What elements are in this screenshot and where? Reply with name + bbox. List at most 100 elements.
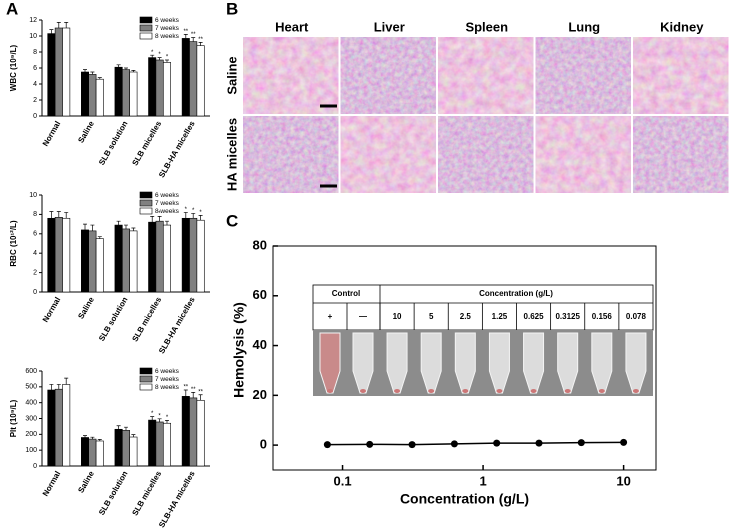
panel-label: A bbox=[6, 0, 18, 18]
error-bar bbox=[198, 215, 203, 221]
tube-tip bbox=[462, 389, 469, 393]
error-bar bbox=[124, 426, 128, 431]
y-tick-label: 20 bbox=[253, 387, 267, 402]
bar bbox=[114, 224, 123, 293]
bar bbox=[54, 217, 63, 293]
error-bar bbox=[164, 420, 169, 424]
bar bbox=[88, 230, 97, 293]
error-bar bbox=[90, 436, 95, 440]
bar bbox=[62, 384, 71, 467]
error-bar bbox=[116, 64, 121, 68]
y-tick-label: 2 bbox=[33, 269, 37, 276]
tube-tip bbox=[327, 389, 333, 393]
x-axis-label: Concentration (g/L) bbox=[400, 491, 529, 507]
error-bar bbox=[183, 389, 188, 397]
tube-tip bbox=[394, 389, 401, 393]
point bbox=[408, 441, 416, 449]
y-tick-label: 6 bbox=[33, 65, 37, 72]
tube bbox=[591, 332, 613, 394]
legend-swatch bbox=[139, 207, 153, 215]
bar bbox=[114, 66, 123, 117]
bar bbox=[129, 230, 138, 293]
y-tick-label: 0 bbox=[260, 437, 267, 452]
legend-swatch bbox=[139, 24, 153, 32]
error-bar bbox=[191, 37, 196, 42]
x-tick-label: SLB solution bbox=[97, 295, 130, 342]
table-header: Concentration (g/L) bbox=[479, 289, 553, 298]
histology-image bbox=[340, 116, 436, 193]
histology-image bbox=[535, 116, 631, 193]
error-bar bbox=[56, 211, 61, 218]
legend-label: 8 weeks bbox=[155, 384, 180, 391]
significance: * bbox=[166, 415, 169, 421]
table-cell: 10 bbox=[393, 312, 402, 321]
legend-swatch bbox=[139, 16, 153, 24]
y-tick-label: 12 bbox=[29, 17, 37, 24]
legend-label: 7 weeks bbox=[155, 25, 180, 32]
y-tick-label: 10 bbox=[29, 33, 37, 40]
table-cell: 0.078 bbox=[626, 312, 647, 321]
bar bbox=[88, 438, 97, 467]
error-bar bbox=[97, 439, 102, 441]
bar bbox=[181, 38, 190, 117]
error-bar bbox=[131, 227, 136, 231]
significance: * bbox=[199, 210, 202, 216]
bar bbox=[196, 399, 205, 467]
y-tick-label: 0 bbox=[33, 289, 37, 296]
histology-image bbox=[633, 37, 729, 114]
x-tick-label: SLB micelles bbox=[130, 469, 163, 517]
y-tick-label: 2 bbox=[33, 97, 37, 104]
error-bar bbox=[83, 69, 88, 72]
bar bbox=[162, 422, 171, 467]
y-tick-label: 500 bbox=[25, 384, 37, 391]
y-tick-label: 6 bbox=[33, 231, 37, 238]
y-tick-label: 600 bbox=[25, 368, 37, 375]
bar bbox=[54, 388, 63, 467]
inset-table bbox=[312, 284, 654, 331]
error-bar bbox=[131, 434, 136, 438]
histology-image bbox=[438, 116, 534, 193]
significance: ** bbox=[191, 387, 196, 393]
bar bbox=[54, 27, 63, 117]
legend-label: 6 weeks bbox=[155, 192, 180, 199]
error-bar bbox=[191, 392, 196, 398]
tube bbox=[420, 332, 442, 394]
column-label: Kidney bbox=[660, 19, 704, 34]
point bbox=[450, 440, 458, 448]
bar bbox=[155, 59, 164, 117]
x-tick-label: SLB micelles bbox=[130, 295, 163, 343]
bar bbox=[129, 71, 138, 117]
error-bar bbox=[150, 54, 155, 58]
legend-swatch bbox=[139, 32, 153, 40]
bar bbox=[155, 421, 164, 467]
histology-image bbox=[438, 37, 534, 114]
point bbox=[366, 440, 374, 448]
significance: * bbox=[151, 50, 154, 56]
bar bbox=[47, 33, 56, 117]
y-tick-label: 200 bbox=[25, 431, 37, 438]
error-bar bbox=[56, 22, 61, 28]
bar bbox=[148, 221, 157, 293]
y-tick-label: 10 bbox=[29, 192, 37, 199]
bar bbox=[95, 78, 104, 117]
error-bar bbox=[83, 435, 88, 438]
row-label: Saline bbox=[224, 56, 239, 94]
tube-tip bbox=[632, 389, 639, 393]
error-bar bbox=[56, 384, 61, 390]
x-tick-label: 1 bbox=[479, 473, 486, 488]
line bbox=[327, 441, 624, 446]
x-tick-label: Saline bbox=[76, 469, 96, 494]
legend-label: 6 weeks bbox=[155, 17, 180, 24]
bar bbox=[62, 217, 71, 293]
legend-label: 6 weeks bbox=[155, 368, 180, 375]
histology-image bbox=[340, 37, 436, 114]
table-cell: 1.25 bbox=[492, 312, 508, 321]
tube-tip bbox=[598, 389, 605, 393]
error-bar bbox=[49, 384, 54, 390]
bar bbox=[189, 41, 198, 117]
bar bbox=[196, 45, 205, 117]
row-label: HA micelles bbox=[224, 118, 239, 191]
error-bar bbox=[164, 220, 169, 226]
y-tick-label: 0 bbox=[33, 463, 37, 470]
